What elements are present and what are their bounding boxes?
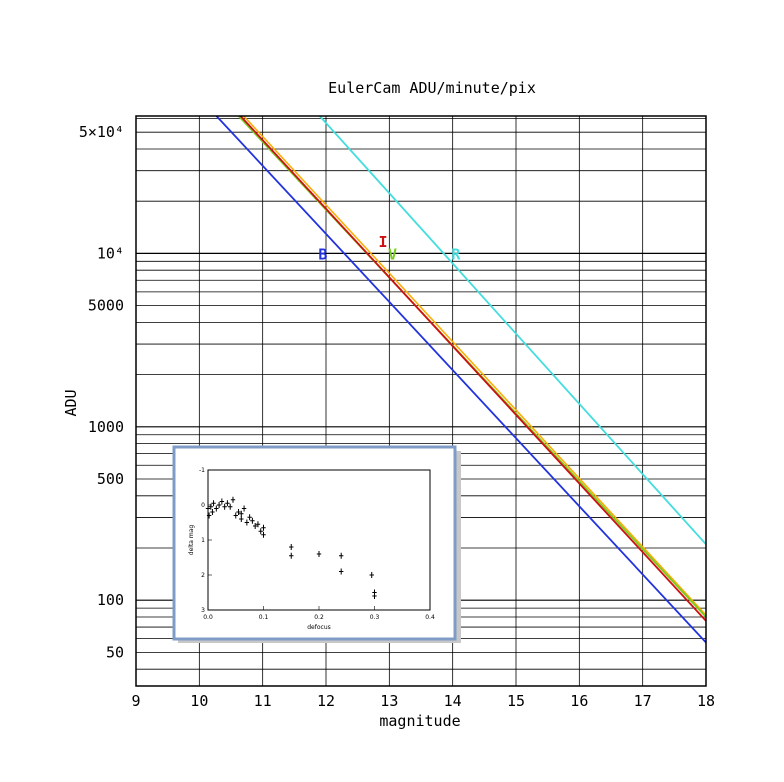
x-tick-label: 12 — [317, 692, 335, 710]
inset-x-tick-label: 0.0 — [203, 614, 213, 621]
inset-data-point — [369, 572, 374, 578]
inset-y-tick-label: 2 — [201, 572, 205, 579]
y-axis-label: ADU — [62, 389, 80, 416]
x-tick-label: 9 — [131, 692, 140, 710]
inset-data-point — [244, 519, 250, 526]
inset-data-point — [255, 521, 261, 528]
inset-data-point — [225, 500, 230, 507]
series-label-b: B — [318, 245, 327, 263]
x-tick-label: 13 — [380, 692, 398, 710]
inset-y-tick-label: 3 — [201, 607, 205, 614]
inset-x-tick-label: 0.1 — [259, 614, 269, 621]
inset-data-point — [247, 514, 252, 521]
series-line-r — [318, 115, 707, 545]
x-tick-label: 17 — [634, 692, 652, 710]
inset-plot-frame — [207, 469, 431, 611]
inset-data-point — [261, 524, 266, 531]
inset-y-tick-label: 0 — [201, 502, 205, 509]
inset-y-tick-label: -1 — [199, 467, 205, 474]
x-tick-label: 14 — [444, 692, 462, 710]
inset-data-point — [219, 498, 225, 505]
main-series-labels: B IV R — [318, 233, 461, 263]
extra-curve-line — [243, 115, 707, 616]
inset-points — [205, 496, 377, 599]
series-label-v: V — [388, 245, 397, 263]
inset-data-point — [241, 505, 247, 512]
inset-data-point — [261, 531, 266, 538]
inset-data-point — [216, 502, 222, 508]
inset-data-point — [252, 523, 258, 529]
y-tick-label: 5×10⁴ — [79, 123, 124, 141]
inset-data-point — [214, 505, 219, 512]
inset-data-point — [236, 509, 241, 515]
inset-panel: 0.0 0.1 0.2 0.3 0.4 -1 0 1 2 3 defocus delta mag — [172, 445, 461, 643]
inset-y-axis-label: delta mag — [188, 525, 195, 556]
x-tick-label: 10 — [190, 692, 208, 710]
inset-data-point — [258, 528, 263, 535]
main-series — [215, 115, 707, 644]
inset-x-tick-label: 0.4 — [425, 614, 435, 621]
x-tick-label: 18 — [697, 692, 715, 710]
inset-data-point — [222, 503, 227, 510]
inset-data-point — [239, 516, 244, 522]
y-tick-label: 1000 — [88, 418, 124, 436]
x-tick-label: 11 — [254, 692, 272, 710]
y-tick-label: 50 — [106, 643, 124, 661]
x-axis-label: magnitude — [379, 712, 460, 730]
main-tick-labels: 9 10 11 12 13 14 15 16 17 18501005001000500010⁴5×… — [79, 123, 715, 710]
y-tick-label: 100 — [97, 591, 124, 609]
inset-data-point — [250, 517, 255, 524]
series-label-r: R — [451, 245, 461, 263]
inset-data-point — [211, 500, 216, 507]
inset-box — [172, 445, 457, 641]
inset-data-point — [289, 544, 294, 550]
inset-data-point — [339, 552, 344, 559]
series-label-i: I — [378, 233, 387, 251]
main-plot-frame — [135, 115, 707, 687]
chart-title: EulerCam ADU/minute/pix — [328, 79, 536, 97]
inset-x-tick-label: 0.2 — [314, 614, 324, 621]
inset-data-point — [208, 503, 213, 510]
series-line-b — [215, 115, 707, 644]
inset-data-point — [289, 552, 294, 559]
inset-x-axis-label: defocus — [307, 624, 331, 631]
inset-data-point — [372, 589, 377, 596]
inset-data-point — [210, 509, 215, 515]
inset-data-point — [233, 512, 238, 519]
x-tick-label: 15 — [507, 692, 525, 710]
y-tick-label: 10⁴ — [97, 244, 124, 262]
inset-data-point — [228, 503, 233, 510]
inset-data-point — [239, 510, 244, 517]
inset-x-tick-label: 0.3 — [370, 614, 380, 621]
series-line-i — [239, 115, 707, 622]
inset-y-tick-label: 1 — [201, 537, 205, 544]
inset-data-point — [316, 551, 322, 557]
inset-data-point — [230, 496, 236, 503]
inset-data-point — [339, 568, 344, 575]
y-tick-label: 5000 — [88, 297, 124, 315]
y-tick-label: 500 — [97, 470, 124, 488]
x-tick-label: 16 — [570, 692, 588, 710]
